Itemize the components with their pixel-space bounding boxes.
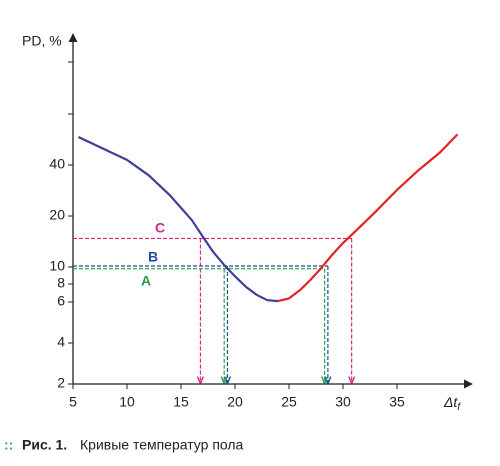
caption-label: Рис. 1.: [22, 437, 67, 453]
y-tick-label: 8: [57, 275, 65, 291]
x-axis-label: Δtf: [443, 394, 461, 413]
level-label: B: [148, 249, 158, 265]
x-tick-label: 35: [389, 394, 405, 410]
x-tick-label: 10: [119, 394, 135, 410]
x-tick-label: 15: [173, 394, 189, 410]
caption-marker: ::: [4, 437, 13, 453]
y-tick-label: 20: [49, 207, 65, 223]
level-label: A: [141, 273, 151, 289]
y-tick-label: 40: [49, 156, 65, 172]
caption: Кривые температур пола: [80, 437, 244, 453]
curve: [277, 133, 459, 303]
x-tick-label: 20: [227, 394, 243, 410]
level-label: C: [155, 220, 165, 236]
x-tick-label: 30: [335, 394, 351, 410]
y-tick-label: 10: [49, 258, 65, 274]
y-tick-label: 4: [57, 334, 65, 350]
curve: [77, 135, 279, 303]
y-axis-label: PD, %: [22, 33, 62, 49]
x-tick-label: 25: [281, 394, 297, 410]
y-tick-label: 2: [57, 375, 65, 391]
y-tick-label: 6: [57, 293, 65, 309]
x-tick-label: 5: [69, 394, 77, 410]
